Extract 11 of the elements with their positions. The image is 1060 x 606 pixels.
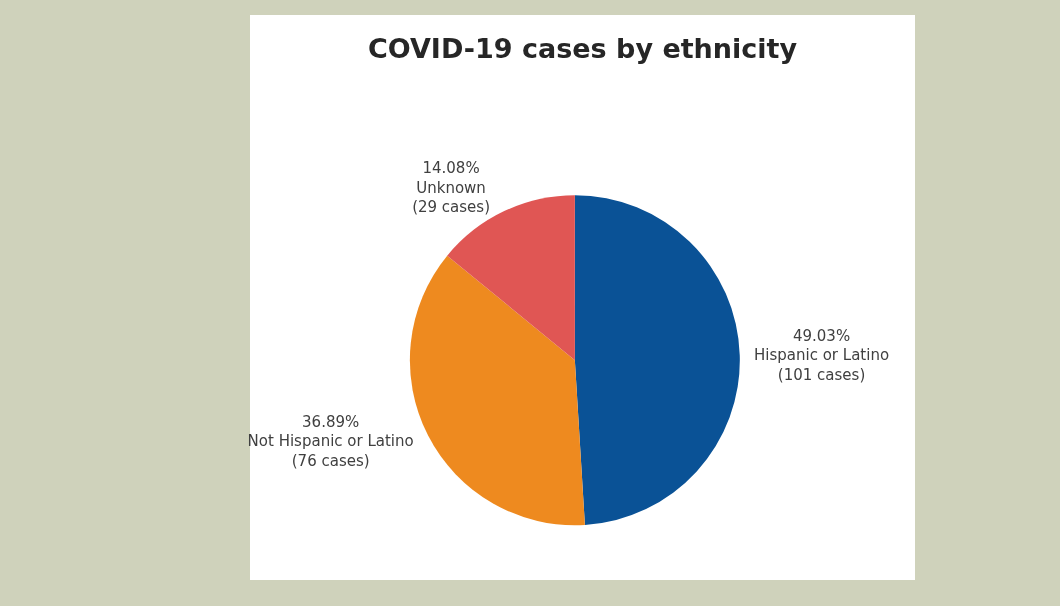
chart-title: COVID-19 cases by ethnicity xyxy=(367,32,798,64)
text: (76 cases) xyxy=(291,451,370,470)
pie-slice xyxy=(574,195,740,525)
slice-label: Not Hispanic or Latino xyxy=(247,432,414,451)
data-label: 49.03% xyxy=(792,326,851,345)
data-label: 36.89% xyxy=(302,412,360,431)
text: (101 cases) xyxy=(777,365,866,384)
text: (29 cases) xyxy=(412,198,490,217)
slice-label: Unknown xyxy=(416,178,486,197)
slice-label: Hispanic or Latino xyxy=(754,346,890,365)
data-label: 14.08% xyxy=(422,159,480,178)
